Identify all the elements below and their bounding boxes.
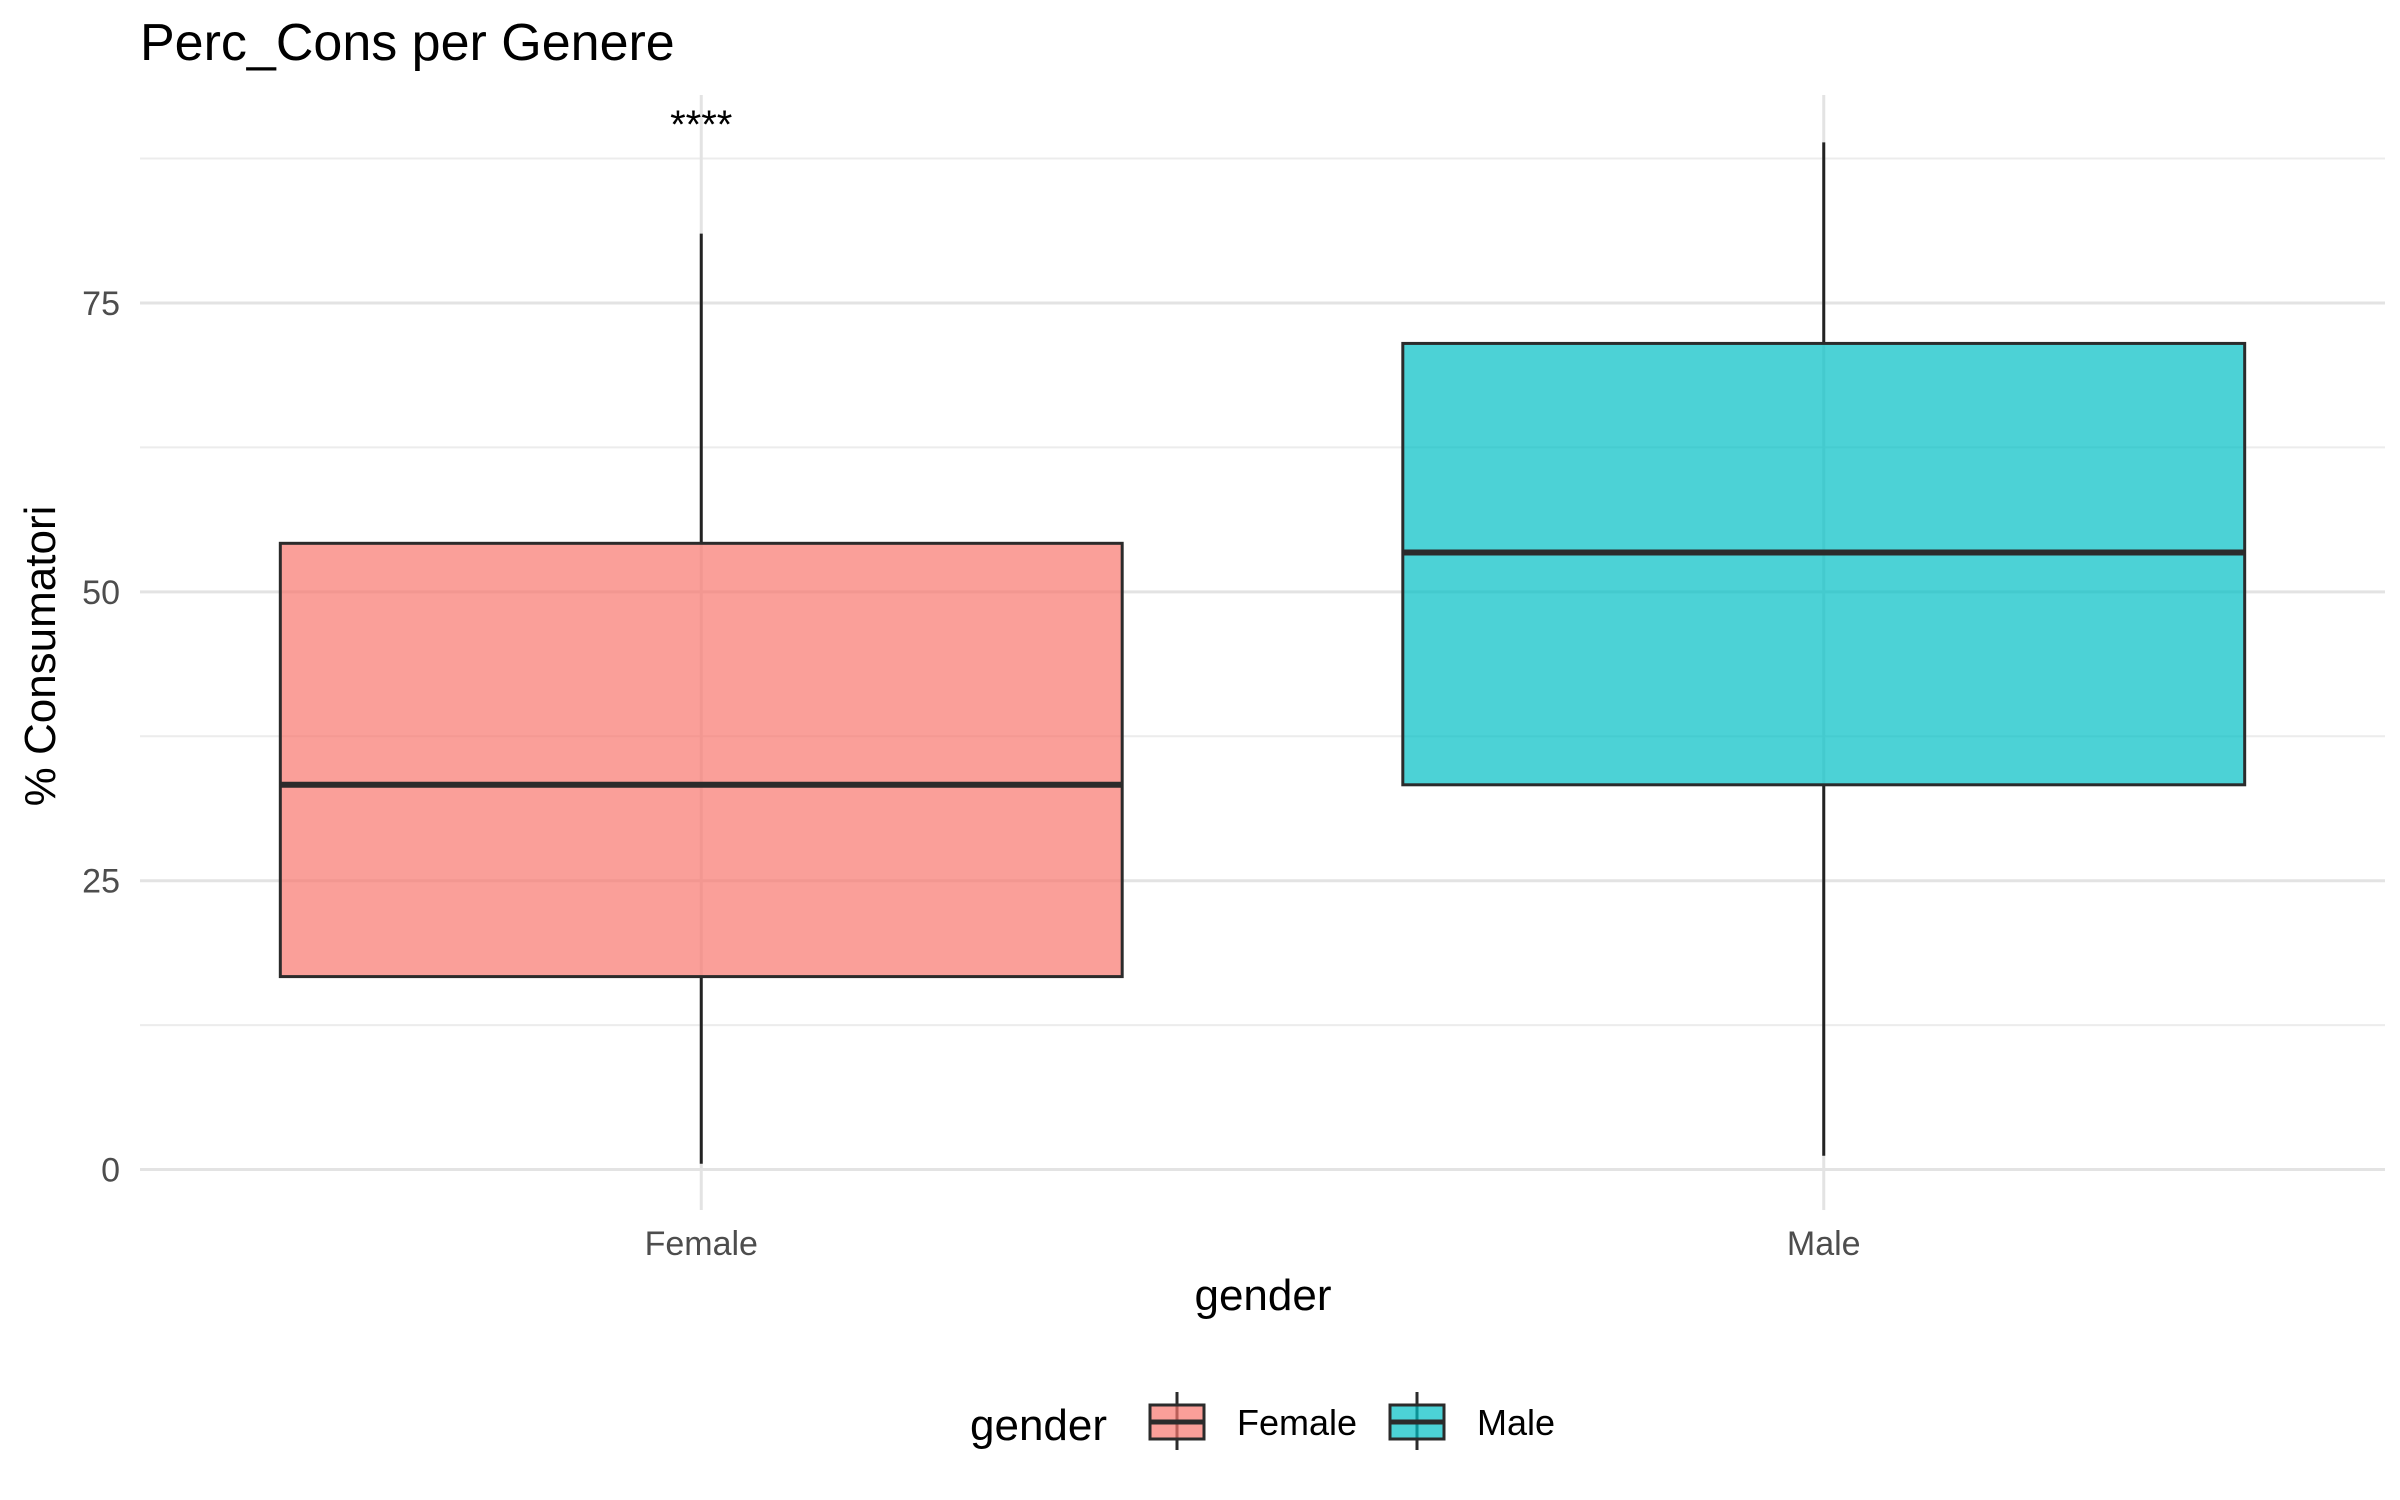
x-tick-label: Male <box>1787 1225 1861 1263</box>
box-iqr <box>278 541 1124 979</box>
legend-entry-female: Female <box>1148 1392 1357 1450</box>
box-female <box>278 233 1124 1164</box>
axes: 0 25 50 75 Female Male <box>82 285 1860 1263</box>
x-axis-label: gender <box>1194 1271 1331 1320</box>
legend-title: gender <box>970 1401 1107 1450</box>
box-iqr <box>1401 341 2247 787</box>
chart-title: Perc_Cons per Genere <box>140 14 675 72</box>
legend: gender Female Male <box>970 1392 1555 1450</box>
box-male <box>1401 142 2247 1156</box>
y-tick-label: 50 <box>82 574 120 612</box>
legend-label: Male <box>1477 1402 1555 1443</box>
legend-entry-male: Male <box>1388 1392 1555 1450</box>
y-axis-label: % Consumatori <box>16 506 65 807</box>
legend-entries: Female Male <box>1148 1392 1555 1450</box>
x-tick-label: Female <box>645 1225 758 1263</box>
significance-annotation: **** <box>670 103 732 147</box>
y-tick-label: 25 <box>82 863 120 901</box>
y-tick-label: 75 <box>82 285 120 323</box>
legend-label: Female <box>1237 1402 1357 1443</box>
y-tick-label: 0 <box>101 1152 120 1190</box>
plot-area: **** <box>278 103 2247 1164</box>
